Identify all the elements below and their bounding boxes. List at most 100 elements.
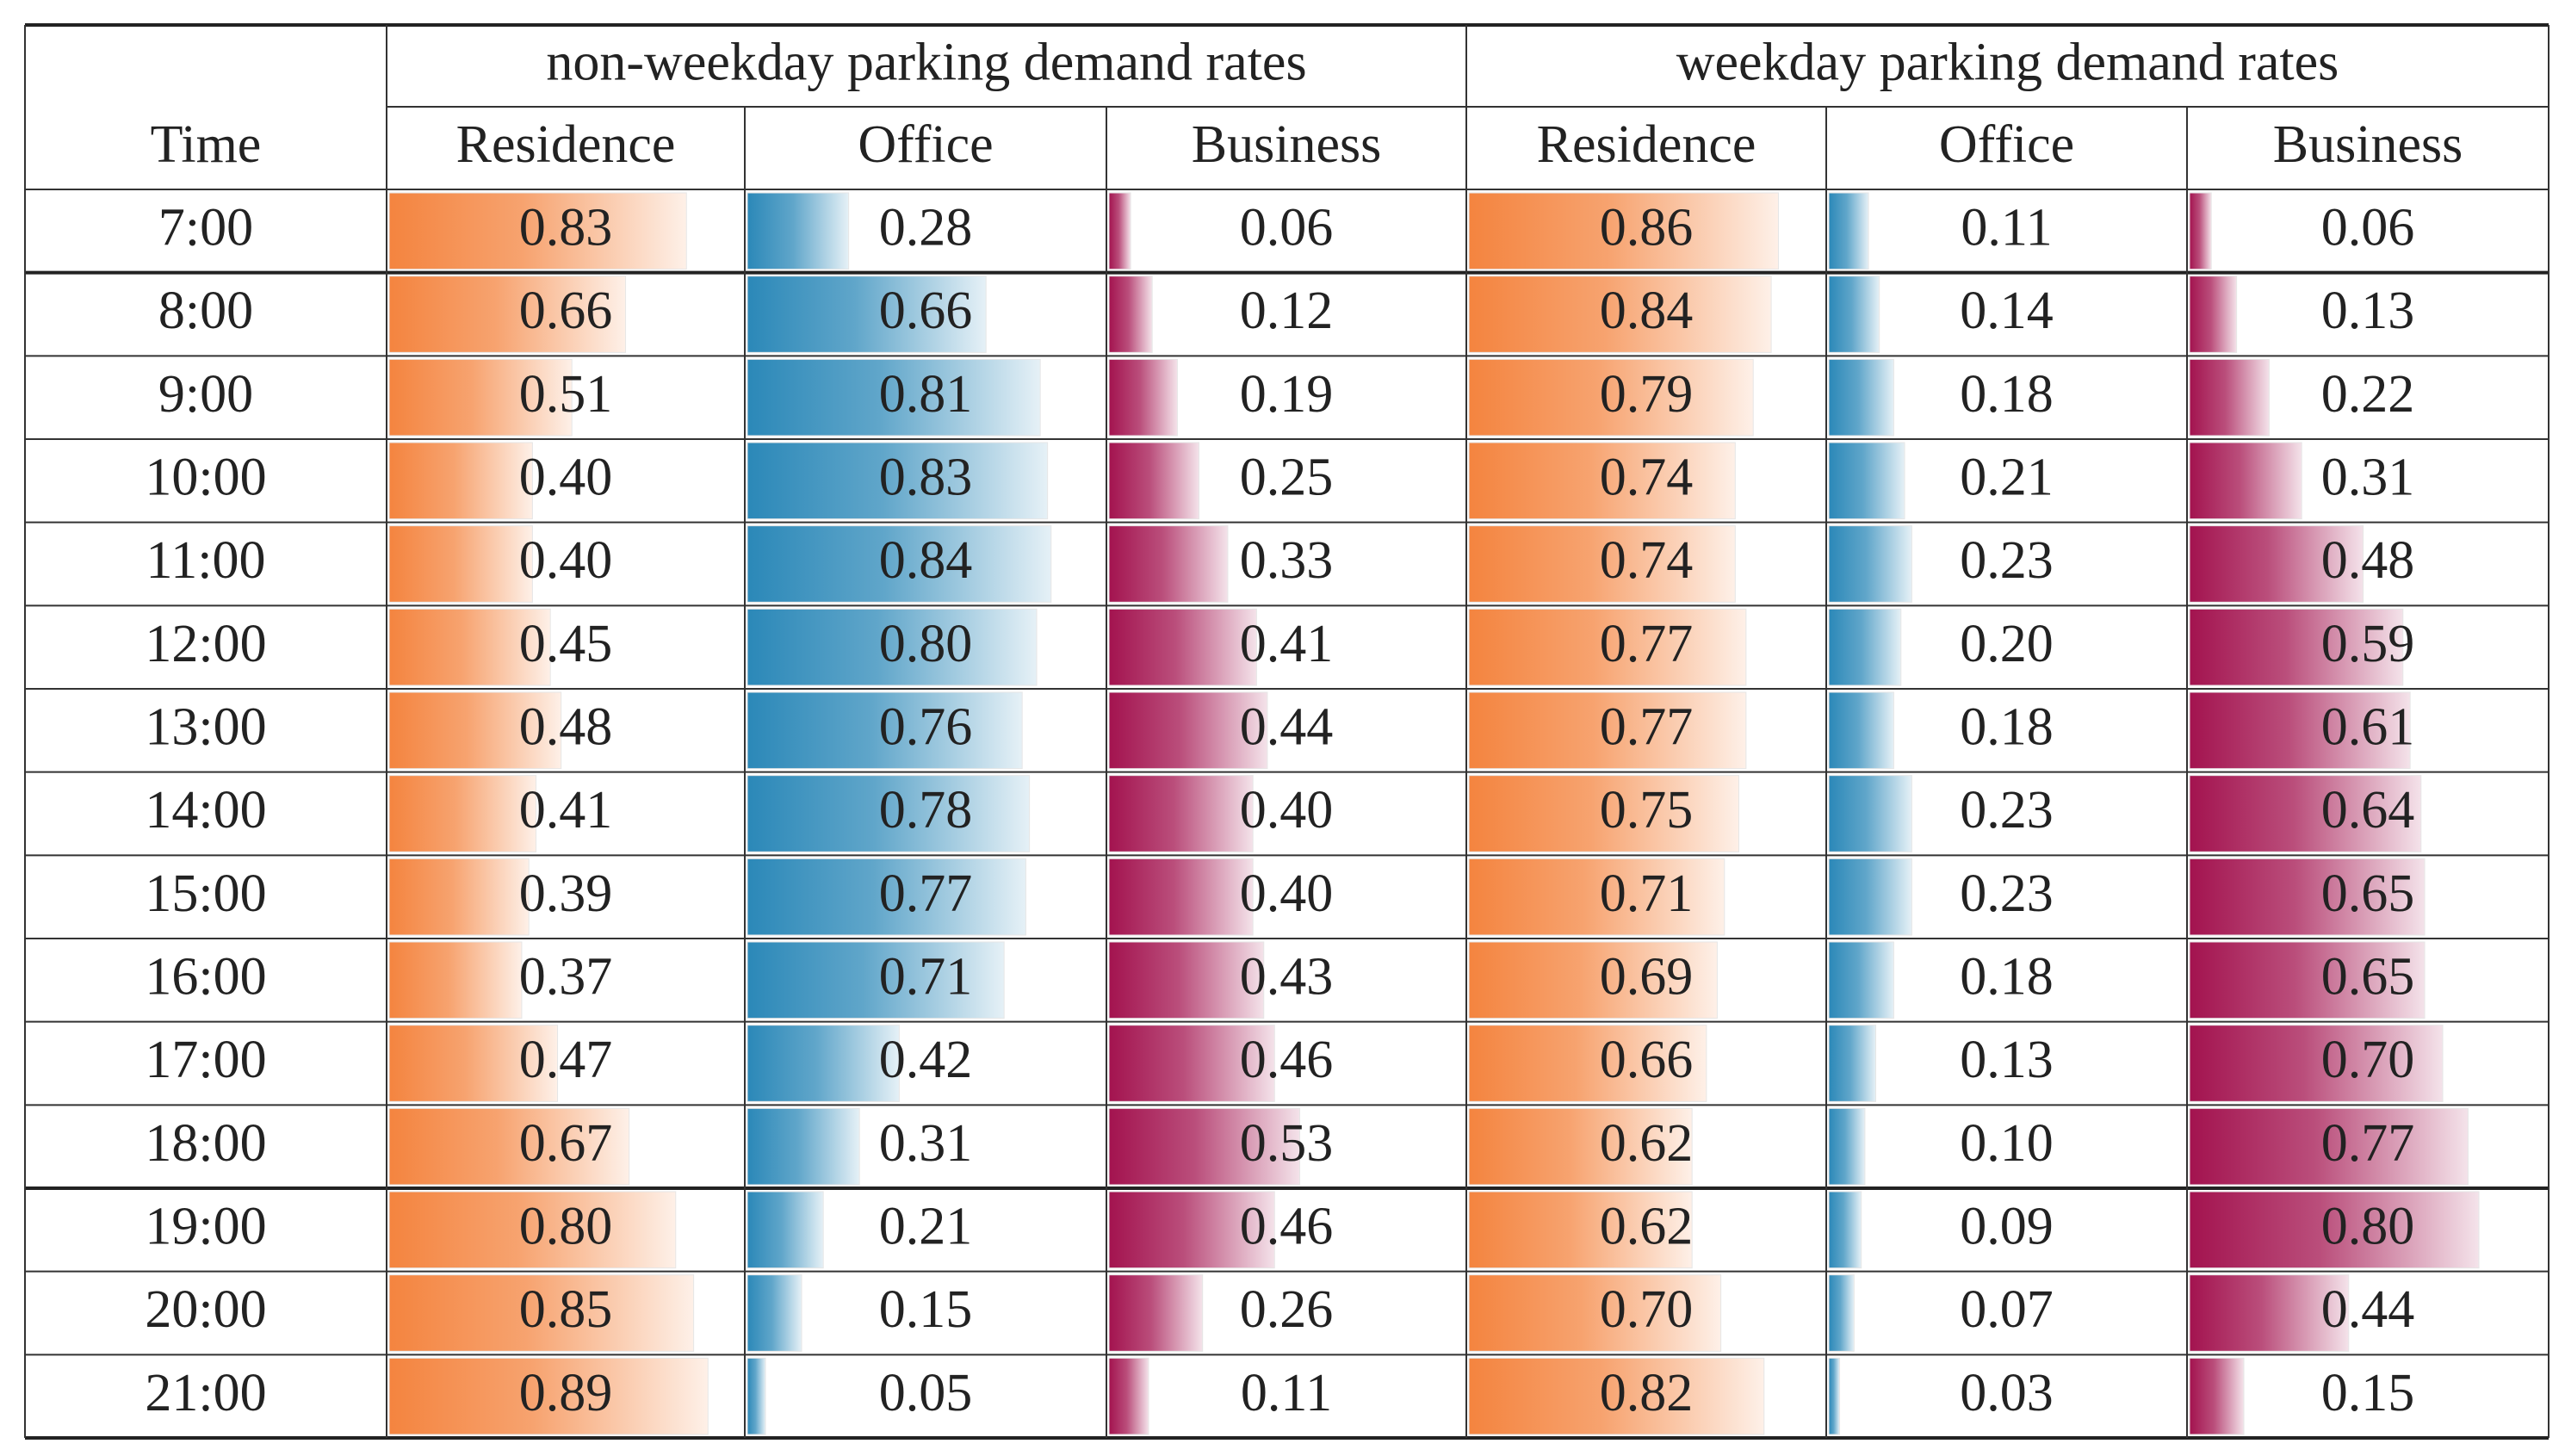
cell-value: 0.89 <box>519 1364 613 1422</box>
data-bar <box>1108 775 1254 852</box>
cell-value: 0.19 <box>1240 365 1334 424</box>
time-label: 15:00 <box>145 864 266 923</box>
data-bar <box>2189 442 2302 520</box>
data-bar <box>747 525 1052 603</box>
data-bar <box>1108 1191 1275 1269</box>
data-bar <box>2189 358 2270 437</box>
data-bar <box>1108 1357 1149 1435</box>
data-bar <box>388 1025 559 1102</box>
data-bar <box>1108 1107 1301 1186</box>
cell-value: 0.80 <box>2321 1198 2415 1256</box>
data-bar <box>1468 1274 1722 1352</box>
cell-value: 0.40 <box>1240 864 1334 923</box>
data-bar <box>747 192 850 270</box>
cell-value: 0.11 <box>1961 199 2052 257</box>
cell-value: 0.51 <box>519 365 613 424</box>
cell-value: 0.21 <box>1960 449 2054 507</box>
data-bar <box>388 1191 677 1269</box>
cell-value: 0.46 <box>1240 1031 1334 1089</box>
cell-value: 0.33 <box>1240 531 1334 590</box>
cell-value: 0.48 <box>2321 531 2415 590</box>
cell-value: 0.77 <box>1600 615 1694 673</box>
data-bar <box>1828 358 1894 437</box>
cell-value: 0.84 <box>879 531 973 590</box>
data-bar <box>388 691 562 770</box>
data-bar <box>2189 691 2411 770</box>
cell-value: 0.25 <box>1240 449 1334 507</box>
data-bar <box>1468 525 1736 603</box>
cell-value: 0.70 <box>1600 1280 1694 1339</box>
cell-value: 0.18 <box>1960 948 2054 1007</box>
data-bar <box>747 358 1041 437</box>
cell-value: 0.05 <box>879 1364 973 1422</box>
time-label: 14:00 <box>145 781 266 840</box>
cell-value: 0.64 <box>2321 781 2415 840</box>
cell-value: 0.62 <box>1600 1198 1694 1256</box>
cell-value: 0.83 <box>879 449 973 507</box>
cell-value: 0.23 <box>1960 531 2054 590</box>
data-bar <box>1828 1025 1876 1102</box>
data-bar <box>1468 1191 1693 1269</box>
cell-value: 0.86 <box>1600 199 1694 257</box>
time-label: 9:00 <box>158 365 253 424</box>
cell-value: 0.13 <box>1960 1031 2054 1089</box>
cell-value: 0.53 <box>1240 1114 1334 1173</box>
data-bar <box>1468 691 1747 770</box>
table-text: non-weekday parking demand rates weekday … <box>145 34 2463 1422</box>
cell-value: 0.12 <box>1240 282 1334 340</box>
time-label: 20:00 <box>145 1280 266 1339</box>
cell-value: 0.41 <box>519 781 613 840</box>
cell-value: 0.83 <box>519 199 613 257</box>
data-bar <box>1108 608 1257 686</box>
data-bar <box>388 1107 630 1186</box>
time-label: 16:00 <box>145 948 266 1007</box>
data-bar <box>747 276 987 353</box>
cell-value: 0.43 <box>1240 948 1334 1007</box>
cell-value: 0.03 <box>1960 1364 2054 1422</box>
data-bar <box>747 1191 824 1269</box>
data-bar <box>747 1357 766 1435</box>
column-header: Business <box>1192 115 1381 174</box>
data-bar <box>2189 858 2426 936</box>
cell-value: 0.15 <box>2321 1364 2415 1422</box>
data-bar <box>747 691 1023 770</box>
data-bar <box>1828 858 1912 936</box>
data-bar <box>2189 525 2364 603</box>
data-bar <box>1828 1274 1855 1352</box>
time-label: 19:00 <box>145 1198 266 1256</box>
data-bar <box>388 1357 709 1435</box>
data-bar <box>1828 525 1912 603</box>
data-bar <box>747 442 1049 520</box>
data-bar <box>388 858 530 936</box>
data-bar <box>1828 192 1869 270</box>
cell-value: 0.41 <box>1240 615 1334 673</box>
cell-value: 0.10 <box>1960 1114 2054 1173</box>
data-bar <box>747 608 1038 686</box>
data-bar <box>2189 1107 2469 1186</box>
data-bar <box>1108 525 1229 603</box>
cell-value: 0.11 <box>1241 1364 1332 1422</box>
data-bar <box>388 775 537 852</box>
data-bar <box>1828 1357 1841 1435</box>
cell-value: 0.65 <box>2321 864 2415 923</box>
cell-value: 0.66 <box>519 282 613 340</box>
cell-value: 0.61 <box>2321 698 2415 757</box>
data-bar <box>1828 608 1902 686</box>
data-bar <box>1468 192 1779 270</box>
cell-value: 0.74 <box>1600 531 1694 590</box>
data-bar <box>1108 691 1268 770</box>
cell-value: 0.71 <box>1600 864 1694 923</box>
cell-value: 0.40 <box>1240 781 1334 840</box>
cell-value: 0.18 <box>1960 698 2054 757</box>
cell-value: 0.23 <box>1960 781 2054 840</box>
data-bar <box>388 1274 695 1352</box>
cell-value: 0.62 <box>1600 1114 1694 1173</box>
cell-value: 0.77 <box>2321 1114 2415 1173</box>
cell-value: 0.47 <box>519 1031 613 1089</box>
cell-value: 0.40 <box>519 531 613 590</box>
data-bar <box>1468 442 1736 520</box>
data-bar <box>388 525 533 603</box>
cell-value: 0.46 <box>1240 1198 1334 1256</box>
cell-value: 0.13 <box>2321 282 2415 340</box>
cell-value: 0.31 <box>2321 449 2415 507</box>
